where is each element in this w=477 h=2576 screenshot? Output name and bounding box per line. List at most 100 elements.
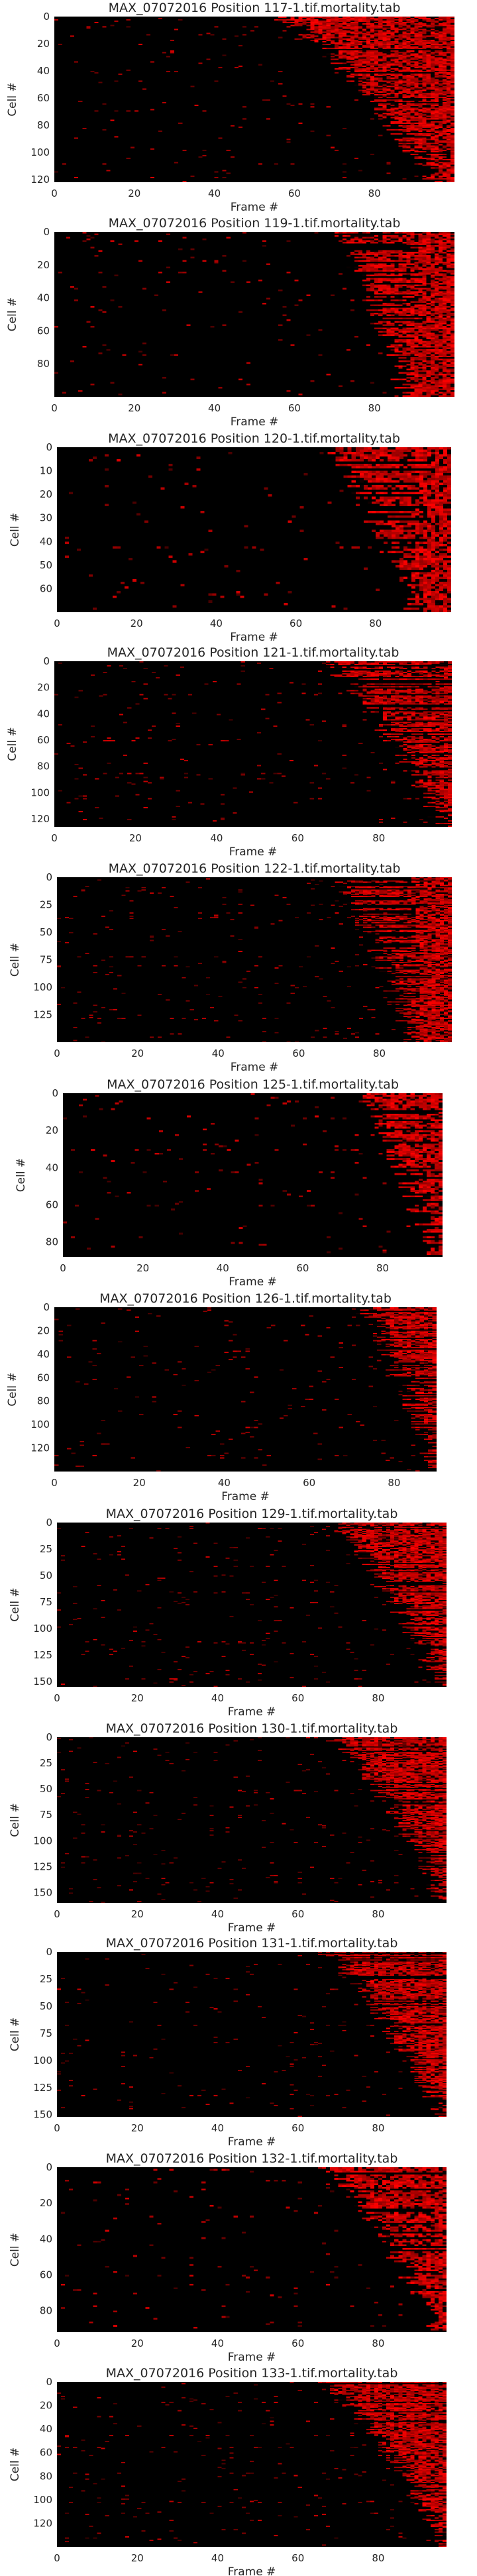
x-tick-label: 60 [292, 832, 304, 844]
y-tick-label: 20 [37, 682, 50, 694]
y-tick-label: 75 [40, 954, 52, 966]
y-tick-label: 100 [30, 146, 50, 158]
y-tick-label: 125 [33, 1860, 52, 1872]
chart-title: MAX_07072016 Position 133-1.tif.mortalit… [106, 2366, 398, 2381]
x-tick-label: 0 [54, 1692, 60, 1704]
x-tick-label: 20 [129, 832, 142, 844]
y-tick-label: 20 [37, 38, 50, 50]
x-tick-label: 0 [54, 2337, 60, 2349]
x-tick-label: 20 [136, 1262, 149, 1274]
x-tick-label: 80 [373, 1047, 386, 1059]
x-tick-label: 40 [218, 1477, 231, 1489]
y-tick-label: 150 [33, 2109, 52, 2121]
y-axis-label: Cell # [6, 297, 19, 331]
x-tick-label: 20 [131, 617, 143, 629]
y-axis-label: Cell # [15, 1158, 28, 1192]
y-tick-label: 0 [43, 1301, 50, 1313]
x-tick-label: 80 [372, 1908, 384, 1920]
x-tick-label: 60 [296, 1262, 309, 1274]
x-tick-label: 80 [369, 617, 382, 629]
y-tick-label: 40 [37, 292, 50, 304]
y-tick-label: 20 [37, 259, 50, 271]
x-axis-label: Frame # [230, 631, 278, 644]
panel-9: MAX_07072016 Position 130-1.tif.mortalit… [9, 1721, 447, 1935]
y-tick-label: 25 [40, 1757, 52, 1769]
x-tick-label: 20 [131, 1908, 144, 1920]
y-tick-label: 80 [37, 761, 50, 773]
x-tick-label: 80 [388, 1477, 400, 1489]
x-axis-label: Frame # [228, 2135, 276, 2149]
x-tick-label: 20 [131, 1692, 144, 1704]
y-tick-label: 0 [43, 226, 50, 238]
x-tick-label: 80 [372, 2552, 384, 2564]
chart-title: MAX_07072016 Position 130-1.tif.mortalit… [106, 1721, 398, 1736]
x-tick-label: 60 [303, 1477, 315, 1489]
y-tick-label: 60 [37, 325, 50, 337]
heatmap-image [57, 447, 451, 612]
y-tick-label: 120 [30, 1442, 50, 1454]
y-tick-label: 25 [40, 1543, 52, 1555]
x-tick-label: 40 [210, 617, 223, 629]
y-tick-label: 0 [43, 11, 50, 23]
x-tick-label: 0 [60, 1262, 66, 1274]
x-tick-label: 0 [54, 617, 60, 629]
heatmap-image [63, 1093, 443, 1257]
x-axis-label: Frame # [228, 2351, 276, 2364]
chart-title: MAX_07072016 Position 122-1.tif.mortalit… [109, 861, 401, 876]
chart-title: MAX_07072016 Position 120-1.tif.mortalit… [108, 431, 400, 446]
y-tick-label: 50 [40, 559, 52, 571]
y-tick-label: 20 [37, 1324, 50, 1336]
heatmap-image [57, 1737, 447, 1903]
panel-12: MAX_07072016 Position 133-1.tif.mortalit… [9, 2366, 447, 2576]
y-tick-label: 10 [40, 465, 52, 477]
x-tick-label: 0 [51, 188, 58, 199]
heatmap-image [54, 1307, 437, 1472]
panel-2: MAX_07072016 Position 119-1.tif.mortalit… [6, 216, 454, 429]
x-tick-label: 60 [292, 2337, 304, 2349]
y-tick-label: 0 [46, 1946, 52, 1958]
y-tick-label: 80 [40, 2470, 52, 2482]
x-tick-label: 0 [54, 1908, 60, 1920]
y-tick-label: 50 [40, 2000, 52, 2012]
x-tick-label: 0 [51, 832, 58, 844]
x-tick-label: 60 [292, 2122, 304, 2134]
x-tick-label: 0 [54, 2122, 60, 2134]
x-tick-label: 40 [210, 832, 223, 844]
x-tick-label: 20 [131, 2337, 144, 2349]
chart-title: MAX_07072016 Position 125-1.tif.mortalit… [107, 1077, 399, 1092]
y-tick-label: 60 [40, 582, 52, 594]
heatmap-image [57, 1952, 447, 2117]
y-tick-label: 125 [33, 1649, 52, 1661]
x-tick-label: 40 [217, 1262, 229, 1274]
y-tick-label: 80 [37, 119, 50, 131]
y-tick-label: 150 [33, 1676, 52, 1688]
y-tick-label: 100 [30, 1419, 50, 1430]
y-tick-label: 20 [46, 1124, 58, 1136]
y-tick-label: 125 [33, 1009, 52, 1021]
x-axis-label: Frame # [229, 1275, 277, 1289]
y-tick-label: 25 [40, 899, 52, 911]
panel-11: MAX_07072016 Position 132-1.tif.mortalit… [9, 2151, 447, 2364]
y-axis-label: Cell # [9, 2017, 22, 2051]
y-tick-label: 125 [33, 2082, 52, 2094]
y-tick-label: 60 [37, 734, 50, 746]
x-tick-label: 80 [376, 1262, 389, 1274]
y-axis-label: Cell # [9, 513, 22, 547]
y-tick-label: 60 [40, 2269, 52, 2281]
y-tick-label: 80 [37, 358, 50, 370]
x-tick-label: 0 [54, 2552, 60, 2564]
panel-10: MAX_07072016 Position 131-1.tif.mortalit… [9, 1936, 447, 2149]
y-tick-label: 0 [46, 871, 52, 883]
y-tick-label: 0 [46, 1517, 52, 1529]
heatmap-image [57, 2167, 447, 2332]
y-tick-label: 80 [37, 1395, 50, 1407]
x-tick-label: 40 [208, 188, 221, 199]
y-tick-label: 0 [46, 1731, 52, 1743]
y-tick-label: 50 [40, 1783, 52, 1795]
heatmap-image [57, 877, 452, 1042]
chart-title: MAX_07072016 Position 121-1.tif.mortalit… [107, 645, 399, 660]
x-tick-label: 20 [131, 2552, 144, 2564]
x-tick-label: 80 [372, 1692, 384, 1704]
y-tick-label: 40 [37, 65, 50, 77]
y-tick-label: 40 [40, 2233, 52, 2245]
